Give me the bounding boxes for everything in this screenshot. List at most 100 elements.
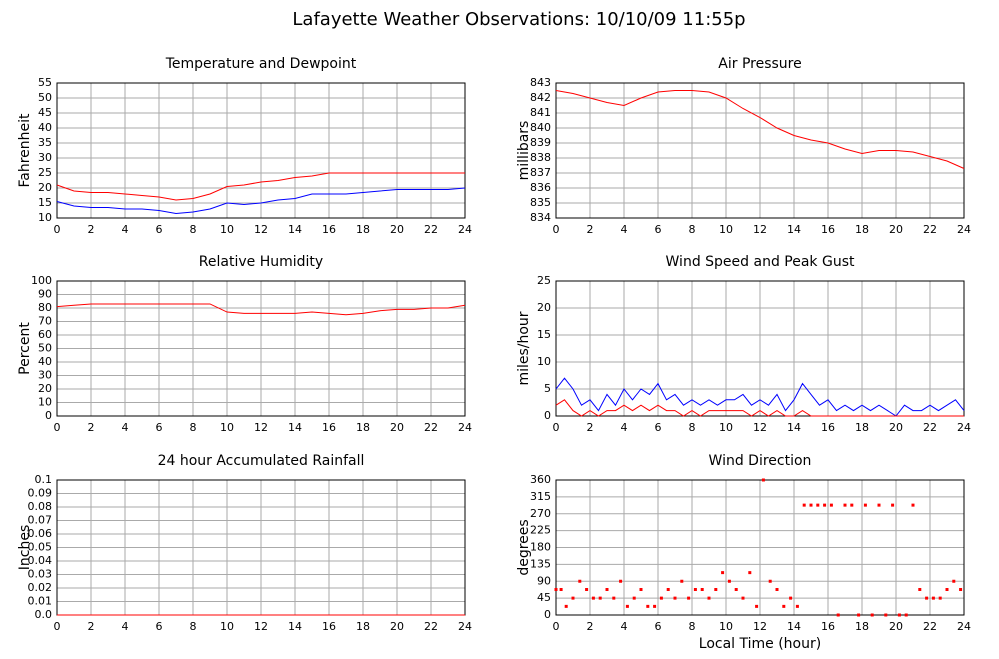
y-tick-label: 50 bbox=[38, 91, 52, 104]
x-tick-label: 18 bbox=[356, 620, 370, 633]
x-tick-label: 24 bbox=[458, 620, 472, 633]
y-tick-label: 30 bbox=[38, 369, 52, 382]
x-tick-label: 0 bbox=[54, 223, 61, 236]
x-tick-label: 0 bbox=[553, 421, 560, 434]
data-point bbox=[775, 588, 779, 591]
data-point bbox=[761, 478, 765, 482]
y-tick-label: 0.07 bbox=[28, 514, 53, 527]
data-point bbox=[673, 596, 677, 600]
data-point bbox=[680, 579, 684, 583]
y-tick-label: 0.08 bbox=[28, 500, 53, 513]
main-title: Lafayette Weather Observations: 10/10/09… bbox=[292, 9, 745, 30]
y-tick-label: 100 bbox=[31, 274, 52, 287]
x-tick-label: 24 bbox=[957, 223, 971, 236]
y-axis-label: millibars bbox=[516, 121, 532, 181]
y-axis-label: Percent bbox=[17, 322, 33, 375]
data-point bbox=[721, 571, 725, 575]
data-point bbox=[891, 503, 895, 507]
data-point bbox=[591, 596, 595, 600]
x-tick-label: 20 bbox=[889, 223, 903, 236]
chart-title: Wind Direction bbox=[709, 453, 812, 469]
data-point bbox=[897, 613, 901, 617]
x-tick-label: 12 bbox=[254, 620, 268, 633]
data-point bbox=[768, 579, 772, 583]
data-point bbox=[659, 596, 663, 600]
data-line bbox=[56, 172, 465, 201]
x-tick-label: 2 bbox=[88, 223, 95, 236]
y-tick-label: 50 bbox=[38, 342, 52, 355]
x-tick-label: 20 bbox=[390, 620, 404, 633]
data-point bbox=[952, 579, 956, 583]
data-point bbox=[646, 604, 650, 608]
data-point bbox=[578, 579, 582, 583]
data-point bbox=[938, 596, 942, 600]
x-tick-label: 16 bbox=[322, 421, 336, 434]
x-tick-label: 16 bbox=[821, 421, 835, 434]
y-axis-label: Fahrenheit bbox=[17, 113, 33, 188]
x-tick-label: 24 bbox=[458, 223, 472, 236]
data-point bbox=[823, 503, 827, 507]
data-point bbox=[755, 604, 759, 608]
x-tick-label: 22 bbox=[923, 620, 937, 633]
x-tick-label: 22 bbox=[424, 620, 438, 633]
data-point bbox=[700, 588, 704, 591]
x-tick-label: 16 bbox=[322, 223, 336, 236]
x-tick-label: 10 bbox=[220, 223, 234, 236]
y-tick-label: 40 bbox=[38, 121, 52, 134]
x-tick-label: 12 bbox=[753, 421, 767, 434]
y-axis-label: degrees bbox=[516, 519, 532, 575]
y-tick-label: 0.1 bbox=[35, 473, 53, 486]
x-tick-label: 0 bbox=[553, 620, 560, 633]
data-point bbox=[795, 604, 799, 608]
plot-frame bbox=[56, 280, 466, 417]
data-point bbox=[945, 588, 949, 591]
x-tick-label: 18 bbox=[855, 620, 869, 633]
x-tick-label: 18 bbox=[855, 223, 869, 236]
data-point bbox=[619, 579, 623, 583]
data-point bbox=[734, 588, 738, 591]
y-tick-label: 25 bbox=[38, 166, 52, 179]
chart-title: Wind Speed and Peak Gust bbox=[666, 254, 855, 270]
x-tick-label: 14 bbox=[288, 223, 302, 236]
y-tick-label: 836 bbox=[530, 181, 551, 194]
data-point bbox=[666, 588, 670, 591]
y-tick-label: 180 bbox=[530, 541, 551, 554]
data-point bbox=[748, 571, 752, 575]
x-tick-label: 0 bbox=[54, 620, 61, 633]
y-tick-label: 0 bbox=[45, 409, 52, 422]
y-tick-label: 25 bbox=[537, 274, 551, 287]
x-tick-label: 8 bbox=[190, 223, 197, 236]
y-tick-label: 842 bbox=[530, 91, 551, 104]
x-tick-label: 8 bbox=[190, 421, 197, 434]
data-point bbox=[870, 613, 874, 617]
x-tick-label: 14 bbox=[288, 620, 302, 633]
x-tick-label: 10 bbox=[220, 421, 234, 434]
x-tick-label: 16 bbox=[821, 620, 835, 633]
plot-frame bbox=[555, 280, 965, 417]
y-tick-label: 839 bbox=[530, 136, 551, 149]
data-point bbox=[707, 596, 711, 600]
data-point bbox=[836, 613, 840, 617]
y-tick-label: 360 bbox=[530, 473, 551, 486]
x-tick-label: 10 bbox=[719, 421, 733, 434]
x-tick-label: 14 bbox=[288, 421, 302, 434]
y-tick-label: 835 bbox=[530, 196, 551, 209]
y-tick-label: 0.03 bbox=[28, 568, 53, 581]
y-tick-label: 0 bbox=[544, 409, 551, 422]
data-point bbox=[598, 596, 602, 600]
data-point bbox=[639, 588, 643, 591]
y-tick-label: 841 bbox=[530, 106, 551, 119]
x-tick-label: 20 bbox=[889, 421, 903, 434]
x-tick-label: 14 bbox=[787, 223, 801, 236]
data-point bbox=[816, 503, 820, 507]
data-point bbox=[904, 613, 908, 617]
x-axis-label: Local Time (hour) bbox=[699, 636, 821, 652]
x-tick-label: 4 bbox=[621, 620, 628, 633]
x-tick-label: 6 bbox=[156, 620, 163, 633]
x-tick-label: 6 bbox=[655, 620, 662, 633]
x-tick-label: 6 bbox=[156, 421, 163, 434]
data-point bbox=[829, 503, 833, 507]
data-point bbox=[857, 613, 861, 617]
y-tick-label: 315 bbox=[530, 490, 551, 503]
data-point bbox=[585, 588, 589, 591]
